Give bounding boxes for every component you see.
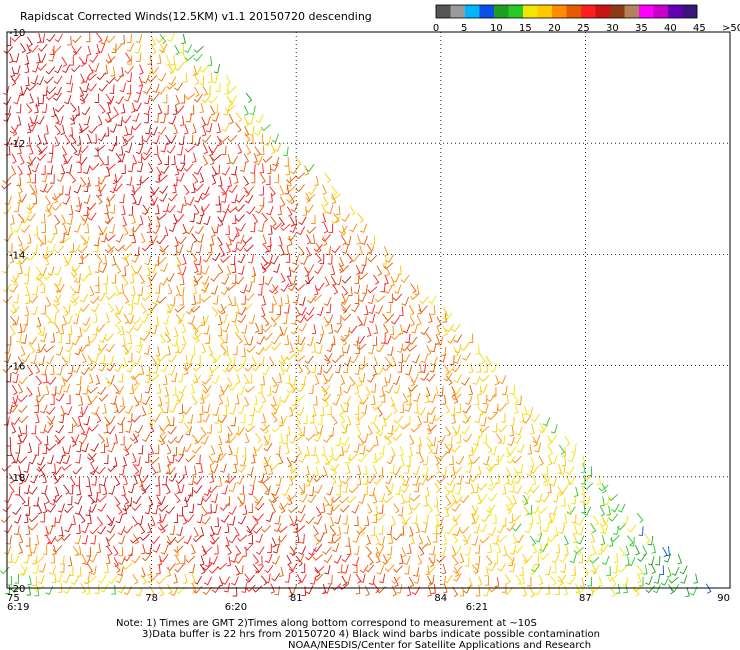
legend-label: 20 xyxy=(548,23,561,34)
plot-border xyxy=(6,31,731,589)
legend-swatch xyxy=(682,5,698,18)
legend-swatch xyxy=(552,5,567,18)
y-tick-label: -10 xyxy=(9,28,25,39)
time-label: 6:19 xyxy=(7,602,29,613)
time-label: 6:21 xyxy=(466,602,488,613)
plot-area xyxy=(0,31,731,598)
legend-label: 25 xyxy=(577,23,590,34)
legend-label: 0 xyxy=(433,23,439,34)
wind-barb-group xyxy=(3,32,352,598)
wind-barb-group xyxy=(638,526,712,594)
x-tick-labels: 75 78 81 84 87 90 xyxy=(7,593,730,604)
wind-barb-group xyxy=(2,33,552,597)
legend-label: 10 xyxy=(490,23,503,34)
legend-swatch xyxy=(436,5,451,18)
time-label: 6:20 xyxy=(225,602,247,613)
legend-label: 30 xyxy=(606,23,619,34)
y-tick-label: -18 xyxy=(9,473,25,484)
legend: 0 5 10 15 20 25 30 35 40 45 >50 knots xyxy=(433,4,740,34)
legend-swatch xyxy=(537,5,553,18)
legend-swatch xyxy=(508,5,524,18)
y-tick-label: -20 xyxy=(9,584,25,595)
wind-barbs xyxy=(0,32,712,598)
y-tick-label: -16 xyxy=(9,362,25,373)
x-tick-label: 75 xyxy=(7,593,20,604)
legend-label: >50 knots xyxy=(722,23,740,34)
legend-swatch xyxy=(668,5,683,18)
legend-swatch xyxy=(465,5,480,18)
legend-label: 40 xyxy=(664,23,677,34)
legend-swatch xyxy=(450,5,466,18)
note-line-1: Note: 1) Times are GMT 2)Times along bot… xyxy=(116,618,537,629)
y-tick-label: -12 xyxy=(9,139,25,150)
legend-swatch xyxy=(566,5,582,18)
wind-barb-group xyxy=(1,32,436,597)
wind-barb-group xyxy=(5,33,699,598)
legend-label: 45 xyxy=(693,23,706,34)
y-tick-labels: -10 -12 -14 -16 -18 -20 xyxy=(9,28,25,595)
wind-barb-group xyxy=(2,35,607,598)
legend-swatch xyxy=(523,5,538,18)
x-tick-label: 84 xyxy=(434,593,447,604)
y-tick-label: -14 xyxy=(9,250,25,261)
x-tick-label: 81 xyxy=(290,593,303,604)
legend-swatch xyxy=(639,5,654,18)
plot-frame xyxy=(6,31,731,589)
legend-border xyxy=(435,4,698,19)
x-tick-label: 78 xyxy=(145,593,158,604)
note-line-2: 3)Data buffer is 22 hrs from 20150720 4)… xyxy=(142,629,600,640)
chart-title: Rapidscat Corrected Winds(12.5KM) v1.1 2… xyxy=(20,10,372,23)
credit-line: NOAA/NESDIS/Center for Satellite Applica… xyxy=(288,640,591,650)
legend-swatch xyxy=(479,5,495,18)
legend-swatch xyxy=(581,5,596,18)
legend-label: 5 xyxy=(461,23,467,34)
legend-swatch xyxy=(610,5,625,18)
legend-swatch xyxy=(653,5,669,18)
legend-label: 35 xyxy=(635,23,648,34)
x-tick-label: 90 xyxy=(717,593,730,604)
wind-barb-group xyxy=(8,33,651,598)
legend-swatch xyxy=(494,5,509,18)
legend-swatch xyxy=(595,5,611,18)
x-tick-label: 87 xyxy=(579,593,592,604)
legend-swatch xyxy=(624,5,640,18)
wind-barb-group xyxy=(0,34,698,597)
grid-lines xyxy=(7,32,730,588)
wind-barb-group xyxy=(0,32,500,597)
time-labels: 6:19 6:20 6:21 xyxy=(7,602,488,613)
legend-label: 15 xyxy=(519,23,532,34)
